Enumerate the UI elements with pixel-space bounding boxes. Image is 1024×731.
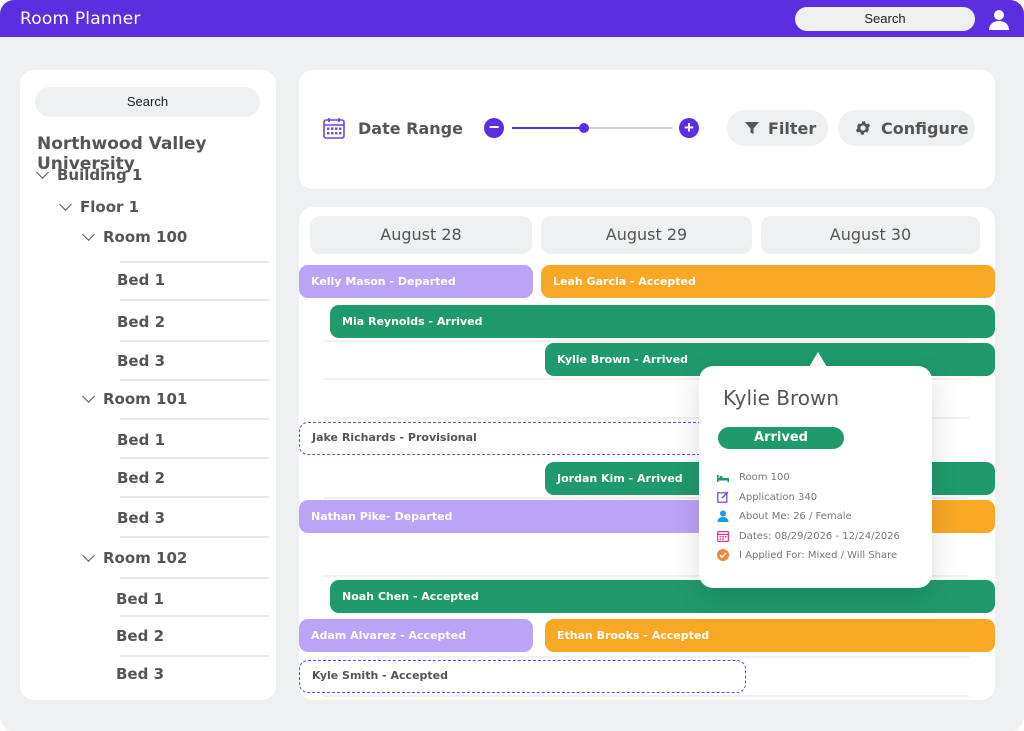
chevron-down-icon: [36, 166, 49, 179]
tree-bed[interactable]: Bed 3: [116, 665, 165, 683]
booking-bar[interactable]: Kelly Mason - Departed: [299, 265, 533, 298]
calendar-icon: [323, 118, 345, 139]
zoom-slider-handle[interactable]: [579, 123, 589, 133]
chevron-down-icon: [59, 198, 72, 211]
popup-dates: Dates: 08/29/2026 - 12/24/2026: [739, 530, 900, 542]
zoom-out-button[interactable]: −: [484, 118, 504, 138]
popup-room-row: Room 100: [717, 472, 790, 483]
tree-bed[interactable]: Bed 2: [116, 627, 165, 645]
tree-room-101[interactable]: Room 101: [82, 390, 188, 408]
tree-bed[interactable]: Bed 1: [117, 431, 166, 449]
divider: [120, 299, 269, 301]
divider: [120, 418, 269, 420]
tree-floor-label: Floor 1: [80, 198, 140, 216]
booking-bar[interactable]: Jake Richards - Provisional: [299, 422, 709, 455]
divider: [120, 536, 269, 538]
filter-button[interactable]: Filter: [727, 110, 828, 146]
date-range-label: Date Range: [358, 119, 463, 138]
row-divider: [324, 575, 969, 577]
popup-guest-name: Kylie Brown: [723, 386, 840, 410]
tree-floor-1[interactable]: Floor 1: [59, 198, 140, 216]
tree-bed[interactable]: Bed 1: [117, 271, 166, 289]
row-divider: [324, 417, 969, 419]
status-badge: Arrived: [718, 427, 844, 449]
tree-room-102[interactable]: Room 102: [82, 549, 188, 567]
divider: [120, 340, 269, 342]
tree-bed[interactable]: Bed 2: [117, 313, 166, 331]
booking-bar[interactable]: Ethan Brooks - Accepted: [545, 619, 995, 652]
row-divider: [324, 340, 969, 342]
popup-room: Room 100: [739, 472, 790, 483]
controls-panel: Date Range − + Filter Configure: [299, 70, 995, 189]
gear-icon: [855, 121, 871, 135]
chevron-down-icon: [82, 549, 95, 562]
day-header: August 29: [541, 216, 752, 254]
popup-pointer: [809, 352, 827, 367]
top-bar: Room Planner Search: [0, 0, 1024, 37]
organization-name[interactable]: Northwood Valley University: [37, 134, 207, 174]
tree-room-label: Room 102: [103, 549, 188, 567]
configure-button[interactable]: Configure: [838, 110, 975, 146]
tree-bed[interactable]: Bed 1: [116, 590, 165, 608]
zoom-slider-fill: [512, 127, 584, 129]
tree-bed[interactable]: Bed 3: [117, 352, 166, 370]
row-divider: [324, 497, 969, 499]
tree-room-100[interactable]: Room 100: [82, 228, 188, 246]
calendar-panel: August 28 August 29 August 30 Kelly Maso…: [299, 207, 995, 700]
tree-room-label: Room 101: [103, 390, 188, 408]
tree-search-input[interactable]: Search: [35, 87, 260, 117]
tree-building-1[interactable]: Building 1: [36, 166, 143, 184]
day-header: August 28: [310, 216, 532, 254]
booking-detail-popup: Kylie Brown Arrived Room 100 Application…: [699, 366, 932, 588]
booking-bar[interactable]: Adam Alvarez - Accepted: [299, 619, 533, 652]
popup-application: Application 340: [739, 491, 818, 503]
popup-dates-row: Dates: 08/29/2026 - 12/24/2026: [717, 530, 900, 542]
booking-bar[interactable]: Mia Reynolds - Arrived: [330, 305, 995, 338]
zoom-in-button[interactable]: +: [679, 118, 699, 138]
divider: [120, 379, 269, 381]
booking-bar[interactable]: Kyle Smith - Accepted: [299, 660, 746, 693]
popup-about-row: About Me: 26 / Female: [717, 510, 852, 522]
tree-bed[interactable]: Bed 2: [117, 469, 166, 487]
user-icon[interactable]: [987, 7, 1011, 31]
tree-building-label: Building 1: [57, 166, 143, 184]
divider: [120, 615, 269, 617]
row-divider: [324, 695, 969, 697]
app-title: Room Planner: [20, 9, 141, 29]
day-header: August 30: [761, 216, 980, 254]
popup-applied-row: I Applied For: Mixed / Will Share: [717, 549, 897, 561]
divider: [120, 457, 269, 459]
filter-icon: [745, 122, 759, 134]
popup-about: About Me: 26 / Female: [739, 510, 852, 522]
top-search-input[interactable]: Search: [795, 7, 975, 31]
tree-bed[interactable]: Bed 3: [117, 509, 166, 527]
configure-label: Configure: [881, 118, 969, 138]
chevron-down-icon: [82, 390, 95, 403]
location-tree-panel: Search Northwood Valley University Build…: [20, 70, 276, 700]
booking-bar[interactable]: Nathan Pike- Departed: [299, 500, 709, 533]
booking-bar[interactable]: Leah Garcia - Accepted: [541, 265, 995, 298]
edit-icon: [717, 491, 729, 503]
row-divider: [324, 656, 969, 658]
chevron-down-icon: [82, 228, 95, 241]
divider: [120, 496, 269, 498]
divider: [120, 261, 269, 263]
divider: [120, 655, 269, 657]
check-circle-icon: [717, 549, 729, 561]
row-divider: [324, 378, 969, 380]
person-icon: [717, 510, 729, 522]
popup-application-row: Application 340: [717, 491, 817, 503]
tree-room-label: Room 100: [103, 228, 188, 246]
divider: [120, 577, 269, 579]
calendar-icon: [717, 531, 729, 542]
zoom-slider-track[interactable]: [512, 127, 672, 129]
filter-label: Filter: [768, 118, 817, 138]
bed-icon: [717, 474, 729, 482]
popup-applied-for: I Applied For: Mixed / Will Share: [739, 549, 898, 561]
